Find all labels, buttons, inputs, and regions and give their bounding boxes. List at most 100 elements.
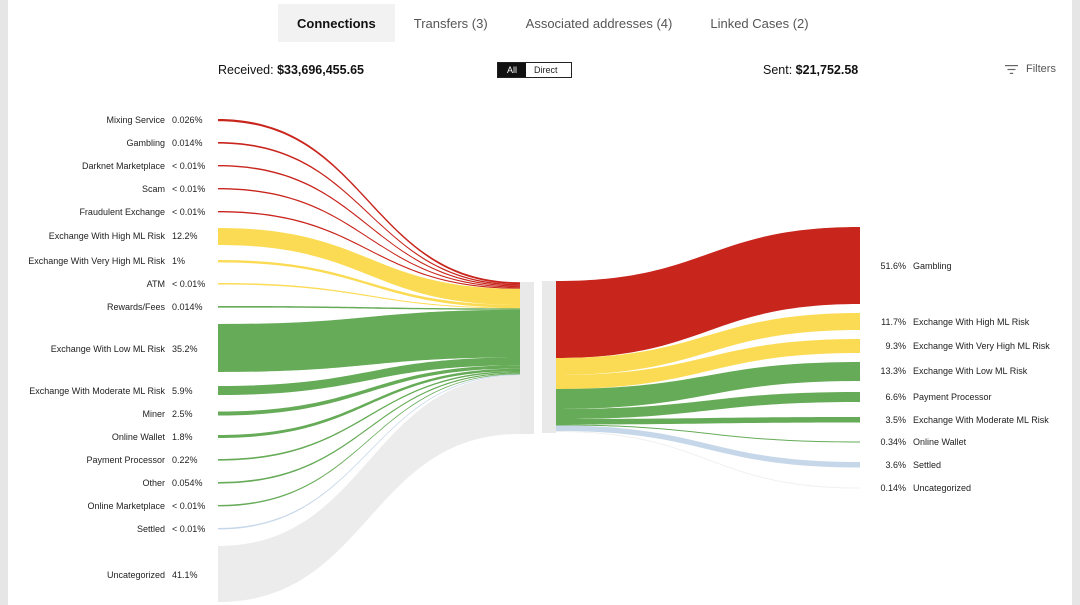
received-flow-online-wallet[interactable]	[218, 368, 520, 438]
received-percent: 0.026%	[172, 115, 203, 125]
sent-flow-online-wallet[interactable]	[556, 424, 860, 443]
sent-label: Uncategorized	[913, 483, 971, 493]
tab-bar: Connections Transfers (3) Associated add…	[278, 4, 828, 42]
sent-percent: 9.3%	[885, 341, 906, 351]
received-label: ATM	[147, 279, 165, 289]
received-flow-uncategorized-source	[218, 546, 224, 602]
tab-transfers[interactable]: Transfers (3)	[413, 16, 488, 31]
received-percent: < 0.01%	[172, 524, 205, 534]
sent-percent: 3.6%	[885, 460, 906, 470]
flow-labels: Mixing Service 0.026% Gambling 0.014% Darkne…	[28, 115, 1050, 580]
received-percent: < 0.01%	[172, 184, 205, 194]
tab-associated-addresses[interactable]: Associated addresses (4)	[525, 16, 673, 31]
sent-label: Settled	[913, 460, 941, 470]
received-label: Online Wallet	[112, 432, 166, 442]
sent-flow-exchange-with-moderate-ml-risk[interactable]	[556, 417, 860, 425]
sent-percent: 6.6%	[885, 392, 906, 402]
received-label: Other	[142, 478, 165, 488]
received-label: Scam	[142, 184, 165, 194]
sent-percent: 0.14%	[880, 483, 906, 493]
received-percent: < 0.01%	[172, 501, 205, 511]
sent-percent: 11.7%	[881, 317, 906, 327]
window-frame-right	[1072, 0, 1080, 605]
received-label: Exchange With Moderate ML Risk	[29, 386, 165, 396]
received-label: Darknet Marketplace	[82, 161, 165, 171]
received-value: $33,696,455.65	[277, 63, 364, 77]
sent-percent: 0.34%	[880, 437, 906, 447]
received-label: Exchange With Low ML Risk	[51, 344, 166, 354]
sent-flow-settled[interactable]	[556, 425, 860, 468]
received-percent: 5.9%	[172, 386, 193, 396]
sent-label: Exchange With Moderate ML Risk	[913, 415, 1049, 425]
sent-percent: 3.5%	[885, 415, 906, 425]
sent-flow-exchange-with-low-ml-risk[interactable]	[556, 362, 860, 409]
sent-node-bar	[542, 281, 556, 433]
received-label: Gambling	[126, 138, 165, 148]
toggle-direct[interactable]: Direct	[526, 63, 571, 77]
received-flow-exchange-with-moderate-ml-risk[interactable]	[218, 357, 520, 396]
sent-total: Sent: $21,752.58	[763, 63, 858, 77]
received-percent: < 0.01%	[172, 161, 205, 171]
received-flow-exchange-with-high-ml-risk[interactable]	[218, 228, 520, 305]
received-percent: < 0.01%	[172, 279, 205, 289]
received-flows	[218, 119, 520, 602]
received-flow-gambling[interactable]	[218, 142, 520, 286]
toggle-all[interactable]: All	[498, 63, 527, 77]
sent-label: Exchange With High ML Risk	[913, 317, 1030, 327]
received-label: Fraudulent Exchange	[79, 207, 165, 217]
window-frame-left	[0, 0, 8, 605]
sent-label: Gambling	[913, 261, 952, 271]
received-label: Settled	[137, 524, 165, 534]
received-percent: 41.1%	[172, 570, 198, 580]
received-flow-payment-processor[interactable]	[218, 371, 520, 461]
sent-label: Sent:	[763, 63, 793, 77]
received-flow-online-marketplace[interactable]	[218, 373, 520, 507]
filter-icon	[1005, 64, 1018, 74]
received-flow-fraudulent-exchange[interactable]	[218, 211, 520, 289]
received-percent: 0.014%	[172, 302, 203, 312]
received-label: Online Marketplace	[87, 501, 165, 511]
received-percent: 1.8%	[172, 432, 193, 442]
received-total: Received: $33,696,455.65	[218, 63, 364, 77]
received-flow-exchange-with-high-ml-risk-source	[218, 228, 224, 245]
sent-percent: 51.6%	[880, 261, 906, 271]
received-percent: 1%	[172, 256, 185, 266]
received-flow-darknet-marketplace[interactable]	[218, 165, 520, 287]
received-flow-scam[interactable]	[218, 188, 520, 288]
received-flow-mixing-service[interactable]	[218, 119, 520, 285]
sent-label: Exchange With Low ML Risk	[913, 366, 1028, 376]
received-flow-exchange-with-moderate-ml-risk-source	[218, 386, 224, 395]
received-label: Received:	[218, 63, 274, 77]
received-flow-other[interactable]	[218, 372, 520, 484]
received-flow-exchange-with-very-high-ml-risk[interactable]	[218, 260, 520, 308]
tab-linked-cases[interactable]: Linked Cases (2)	[710, 16, 809, 31]
received-flow-miner[interactable]	[218, 365, 520, 416]
sent-flow-exchange-with-high-ml-risk[interactable]	[556, 313, 860, 375]
received-label: Exchange With Very High ML Risk	[28, 256, 165, 266]
received-percent: 0.22%	[172, 455, 198, 465]
view-toggle: All Direct	[497, 62, 572, 78]
sent-value: $21,752.58	[795, 63, 859, 77]
received-flow-exchange-with-low-ml-risk-source	[218, 324, 224, 372]
sent-flow-exchange-with-very-high-ml-risk[interactable]	[556, 339, 860, 389]
received-flow-rewards-fees[interactable]	[218, 306, 520, 310]
received-node-bar	[520, 282, 534, 434]
received-flow-exchange-with-low-ml-risk[interactable]	[218, 309, 520, 372]
filters-button[interactable]: Filters	[1005, 63, 1056, 75]
received-label: Payment Processor	[86, 455, 165, 465]
sent-label: Online Wallet	[913, 437, 967, 447]
sent-flow-uncategorized[interactable]	[556, 431, 860, 489]
received-flow-atm[interactable]	[218, 283, 520, 309]
received-flow-settled[interactable]	[218, 374, 520, 530]
received-flow-uncategorized[interactable]	[218, 375, 520, 602]
received-percent: 35.2%	[172, 344, 198, 354]
tab-connections[interactable]: Connections	[278, 4, 395, 42]
received-percent: 0.054%	[172, 478, 203, 488]
received-label: Mixing Service	[106, 115, 165, 125]
sent-flow-gambling[interactable]	[556, 227, 860, 358]
received-label: Uncategorized	[107, 570, 165, 580]
sent-flow-payment-processor[interactable]	[556, 392, 860, 419]
sent-label: Payment Processor	[913, 392, 992, 402]
received-label: Miner	[142, 409, 165, 419]
